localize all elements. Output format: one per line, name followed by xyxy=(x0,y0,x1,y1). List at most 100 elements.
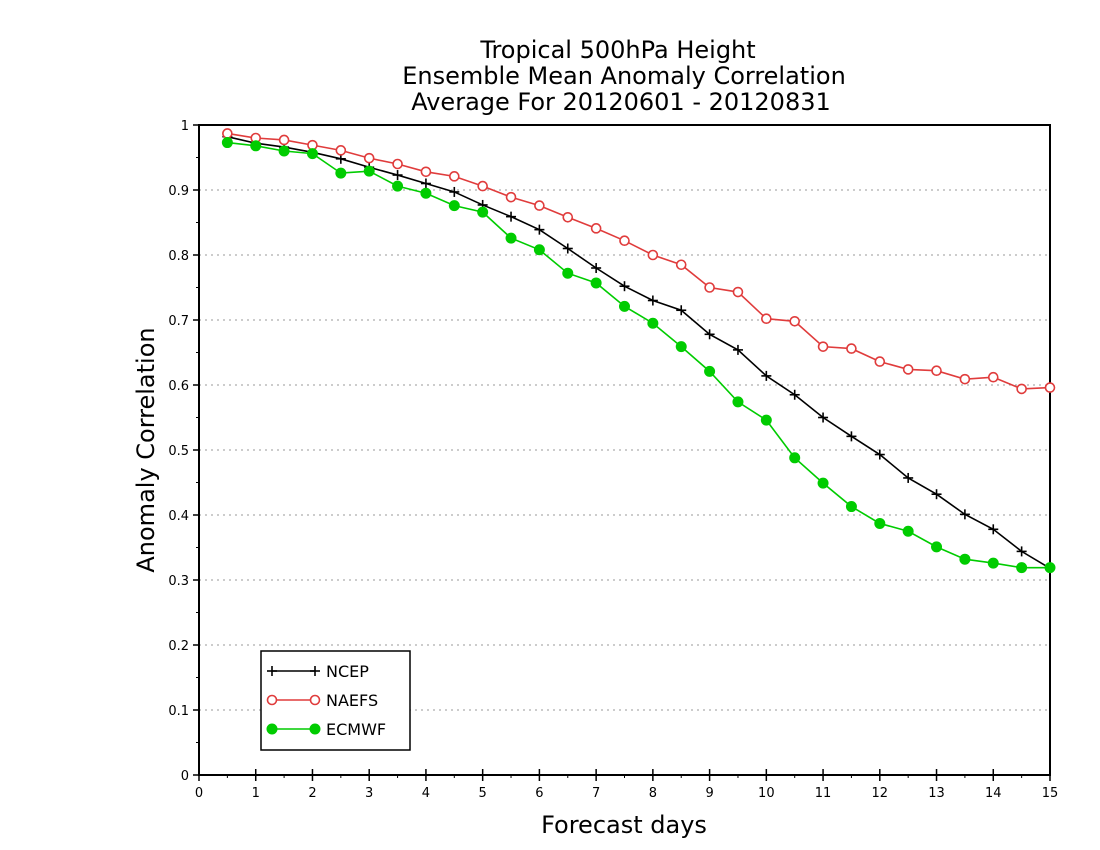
chart-title: Tropical 500hPa Height Ensemble Mean Ano… xyxy=(402,36,846,116)
series-ecmwf xyxy=(221,137,1056,574)
data-point-naefs xyxy=(278,134,290,146)
data-point-ncep xyxy=(789,389,800,400)
data-point-ncep xyxy=(676,305,687,316)
legend-label: NAEFS xyxy=(326,691,378,710)
data-point-naefs xyxy=(987,371,999,383)
data-point-naefs xyxy=(959,373,971,385)
x-tick-label: 13 xyxy=(928,786,945,801)
data-point-ecmwf xyxy=(619,300,630,312)
data-point-ecmwf xyxy=(420,187,432,199)
data-point-ecmwf xyxy=(1044,562,1056,574)
title-line-1: Tropical 500hPa Height xyxy=(479,36,755,64)
data-point-ecmwf xyxy=(874,517,886,529)
data-series xyxy=(221,128,1056,574)
data-point-ncep xyxy=(874,449,885,460)
data-point-ncep xyxy=(1016,546,1027,557)
x-tick-label: 9 xyxy=(705,786,713,801)
data-point-ecmwf xyxy=(306,148,318,160)
data-point-naefs xyxy=(505,191,517,203)
x-tick-label: 2 xyxy=(308,786,316,801)
data-point-ecmwf xyxy=(250,140,262,152)
legend-marker xyxy=(266,694,278,706)
legend-marker xyxy=(309,723,321,735)
data-point-naefs xyxy=(392,158,403,170)
title-line-2: Ensemble Mean Anomaly Correlation xyxy=(402,62,846,90)
data-point-ecmwf xyxy=(902,525,914,537)
data-point-naefs xyxy=(732,286,744,298)
data-point-ncep xyxy=(732,344,743,355)
data-point-naefs xyxy=(647,249,659,261)
x-axis-label: Forecast days xyxy=(541,811,707,839)
data-point-ncep xyxy=(392,170,403,181)
data-point-ncep xyxy=(647,295,658,306)
data-point-ncep xyxy=(818,412,829,423)
data-point-naefs xyxy=(448,171,460,182)
legend: NCEP NAEFS ECMWF xyxy=(260,650,411,751)
x-tick-label: 14 xyxy=(985,786,1002,801)
x-tick-label: 3 xyxy=(365,786,373,801)
y-tick-label: 0.9 xyxy=(168,184,189,199)
x-tick-label: 7 xyxy=(592,786,600,801)
data-point-ecmwf xyxy=(533,244,545,256)
data-point-ncep xyxy=(619,281,630,292)
legend-label: ECMWF xyxy=(326,720,386,739)
title-line-3: Average For 20120601 - 20120831 xyxy=(411,88,831,116)
legend-marker xyxy=(309,694,321,706)
data-point-ecmwf xyxy=(931,541,943,553)
data-point-naefs xyxy=(704,282,715,293)
data-point-ecmwf xyxy=(647,317,659,329)
data-point-naefs xyxy=(931,365,942,377)
data-point-naefs xyxy=(1016,383,1027,395)
data-point-ecmwf xyxy=(760,414,772,426)
y-axis: 0 0.1 0.2 0.3 0.4 0.5 0.6 0.7 0.8 0.9 1 xyxy=(168,119,199,784)
x-tick-label: 0 xyxy=(195,786,203,801)
data-point-naefs xyxy=(222,128,233,139)
data-point-naefs xyxy=(817,341,829,352)
y-tick-label: 0.3 xyxy=(168,574,189,589)
data-point-naefs xyxy=(902,364,914,375)
data-point-ecmwf xyxy=(732,396,744,408)
data-point-ecmwf xyxy=(505,232,517,244)
data-point-ncep xyxy=(506,211,517,222)
data-point-ncep xyxy=(704,329,715,340)
x-tick-label: 4 xyxy=(422,786,430,801)
data-point-ncep xyxy=(761,370,772,381)
data-point-ecmwf xyxy=(704,365,716,377)
series-naefs xyxy=(222,128,1056,395)
series-line-ecmwf xyxy=(227,141,1050,569)
data-point-ncep xyxy=(449,186,460,197)
data-point-ecmwf xyxy=(675,341,687,353)
y-tick-label: 0.1 xyxy=(168,704,189,719)
series-ncep xyxy=(222,131,1055,574)
legend-marker xyxy=(266,723,278,735)
y-tick-label: 0 xyxy=(181,769,189,784)
data-point-ncep xyxy=(959,509,970,520)
data-point-ncep xyxy=(420,178,431,189)
data-point-naefs xyxy=(619,235,630,246)
y-tick-label: 1 xyxy=(181,119,189,134)
data-point-ecmwf xyxy=(221,137,233,149)
data-point-naefs xyxy=(590,223,602,234)
data-point-naefs xyxy=(335,145,347,156)
data-point-ncep xyxy=(591,263,602,273)
data-point-ecmwf xyxy=(448,200,460,212)
data-point-naefs xyxy=(789,315,801,327)
x-tick-label: 5 xyxy=(479,786,487,801)
y-axis-label: Anomaly Correlation xyxy=(132,327,160,572)
y-tick-label: 0.6 xyxy=(168,379,189,394)
y-tick-label: 0.5 xyxy=(168,444,189,459)
data-point-naefs xyxy=(1044,382,1056,393)
data-point-ecmwf xyxy=(1016,562,1028,574)
x-tick-label: 8 xyxy=(649,786,657,801)
data-point-ecmwf xyxy=(477,206,489,218)
data-point-ncep xyxy=(846,431,857,442)
legend-marker xyxy=(267,666,277,676)
x-tick-label: 6 xyxy=(535,786,543,801)
data-point-ecmwf xyxy=(562,267,574,279)
legend-marker xyxy=(310,666,320,676)
data-point-ncep xyxy=(534,224,545,235)
data-point-naefs xyxy=(363,152,375,164)
data-point-ncep xyxy=(903,472,914,483)
legend-entry-ncep: NCEP xyxy=(267,662,369,681)
